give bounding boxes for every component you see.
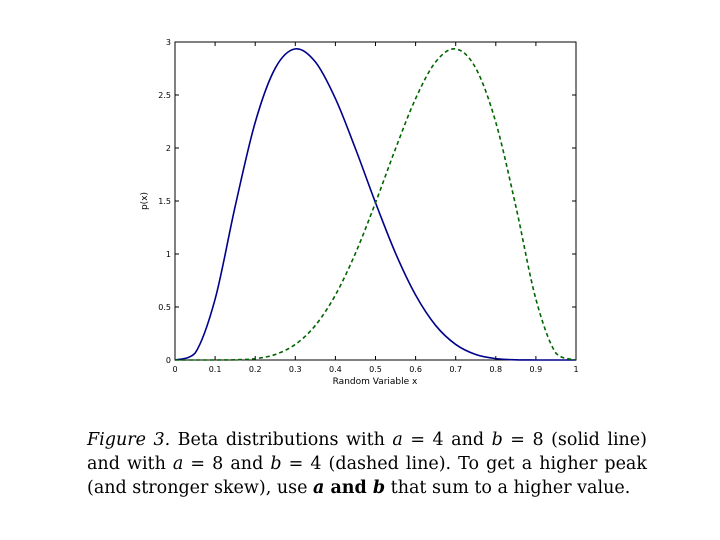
beta-distribution-chart: 0 0.1 0.2 0.3 0.4 0.5 0.6 0.7 0.8 0.9 1 0 0.5 1 1.5 2 2… [140,38,579,387]
x-tick-label: 0 [172,365,177,374]
y-tick-label: 3 [166,38,171,47]
figure-caption: Figure 3. Beta distributions with a = 4 … [87,430,647,498]
x-tick-label: 0.2 [249,365,262,374]
y-tick-label: 0 [166,356,171,365]
series-line-dashed [175,48,577,361]
x-tick-label: 0.6 [409,365,422,374]
series-line-solid [174,48,576,361]
y-tick-labels: 0 0.5 1 1.5 2 2.5 3 [158,38,171,365]
x-tick-label: 0.3 [289,365,302,374]
caption-lead: Figure 3. [87,430,171,450]
x-tick-label: 0.1 [209,365,222,374]
x-tick-label: 0.5 [369,365,382,374]
y-tick-label: 1.5 [158,197,171,206]
x-tick-labels: 0 0.1 0.2 0.3 0.4 0.5 0.6 0.7 0.8 0.9 1 [172,365,578,374]
x-tick-label: 0.4 [329,365,342,374]
y-tick-label: 2 [166,144,171,153]
y-axis-label: p(x) [140,192,150,210]
series-layer [174,48,577,361]
x-tick-label: 0.9 [530,365,543,374]
y-tick-label: 2.5 [158,91,171,100]
y-tick-label: 1 [166,250,171,259]
x-tick-label: 1 [573,365,578,374]
x-tick-label: 0.7 [449,365,462,374]
x-tick-label: 0.8 [489,365,502,374]
y-tick-label: 0.5 [158,303,171,312]
x-axis-label: Random Variable x [333,377,418,387]
